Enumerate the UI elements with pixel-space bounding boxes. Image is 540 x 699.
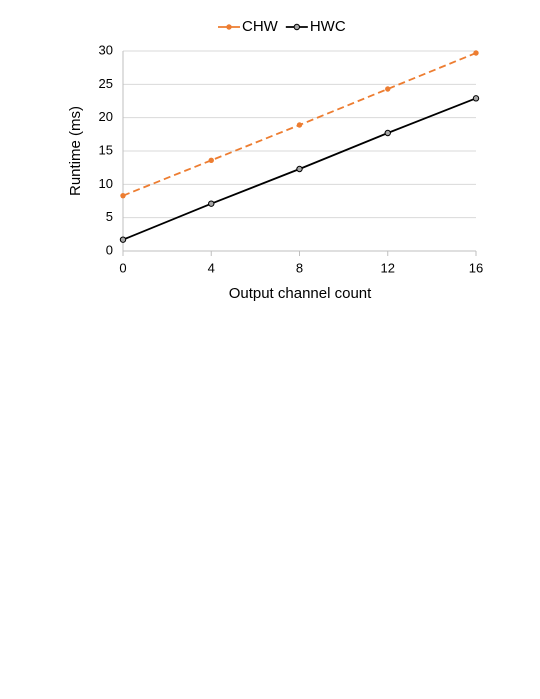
data-point [384, 129, 391, 137]
legend-marker [293, 23, 301, 31]
y-axis-label: Runtime (ms) [67, 106, 84, 196]
y-tick-label: 10 [99, 176, 113, 191]
y-tick-label: 5 [106, 209, 113, 224]
data-point [473, 50, 479, 56]
data-point [119, 236, 127, 243]
data-point [208, 157, 214, 164]
data-point [120, 192, 126, 199]
x-tick-label: 0 [119, 260, 126, 275]
legend-label: HWC [310, 18, 346, 35]
x-tick-label: 16 [469, 260, 483, 275]
data-point [296, 165, 303, 173]
legend-marker [226, 24, 232, 30]
x-tick-label: 8 [296, 260, 303, 275]
data-point [385, 86, 391, 92]
y-tick-label: 20 [99, 109, 113, 124]
x-tick-label: 12 [381, 260, 395, 275]
y-tick-label: 15 [99, 142, 113, 157]
y-tick-label: 25 [99, 76, 113, 91]
x-axis-label: Output channel count [229, 285, 372, 302]
y-tick-label: 0 [106, 242, 113, 257]
legend-label: CHW [242, 18, 279, 35]
data-point [296, 122, 303, 128]
data-point [472, 95, 480, 102]
x-tick-label: 4 [208, 260, 215, 275]
y-tick-label: 30 [99, 42, 113, 57]
data-point [208, 200, 215, 207]
